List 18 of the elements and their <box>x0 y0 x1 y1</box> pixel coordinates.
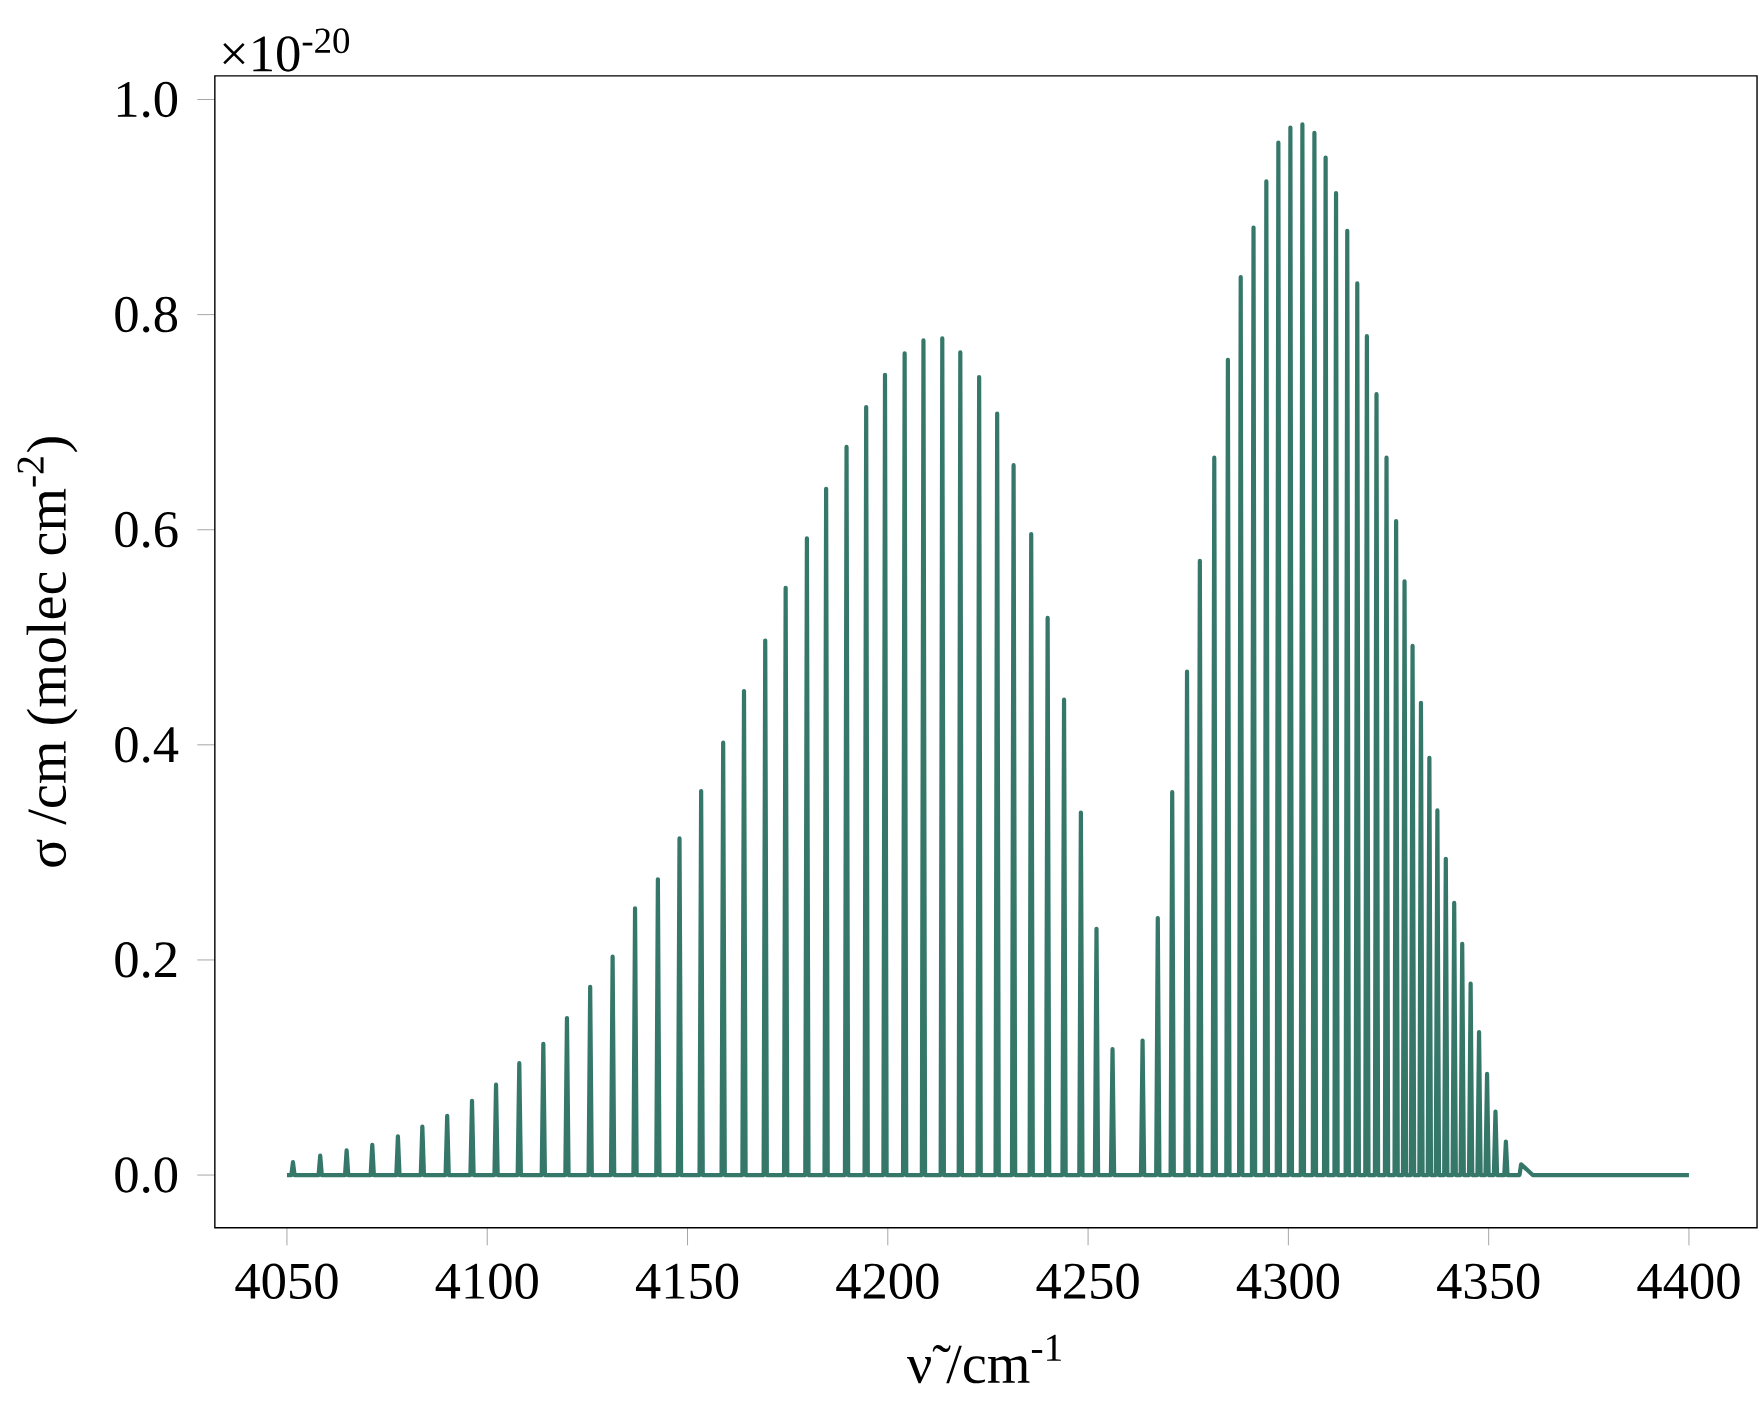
y-axis-title: σ /cm (molec cm$^{-2}$) <box>17 437 78 867</box>
y-tick-label: 0.0 <box>115 1157 178 1194</box>
y-tick-label: 1.0 <box>117 81 178 118</box>
y-tick-label: 0.4 <box>115 727 179 763</box>
x-tick-label: 4200 <box>836 1263 939 1300</box>
y-tick-label: 0.6 <box>115 511 178 548</box>
line-series <box>284 122 1692 1178</box>
x-tick-label: 4350 <box>1437 1263 1540 1300</box>
x-tick-label: 4300 <box>1236 1263 1340 1300</box>
text: ×10$^{-20}$ <box>223 28 350 72</box>
x-tick-label: 4400 <box>1637 1263 1740 1300</box>
x-tick-label: 4100 <box>435 1263 538 1300</box>
y-tick-label: 0.8 <box>115 296 178 333</box>
x-tick-label: 4050 <box>235 1263 338 1300</box>
x-tick-label: 4250 <box>1036 1263 1139 1300</box>
x-axis-title: ν̃ /cm$^{-1}$ <box>907 1334 1061 1384</box>
x-tick-label: 4150 <box>635 1263 739 1300</box>
y-tick-label: 0.2 <box>115 942 177 978</box>
